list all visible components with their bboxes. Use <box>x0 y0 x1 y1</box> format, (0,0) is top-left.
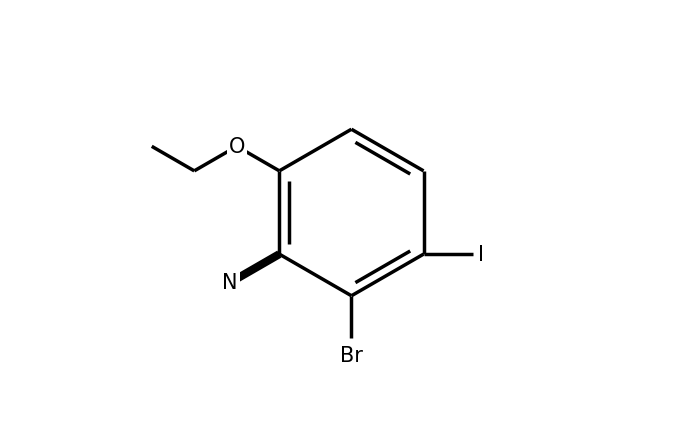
Text: O: O <box>229 137 245 157</box>
Text: N: N <box>223 273 238 293</box>
Text: Br: Br <box>340 345 363 366</box>
Text: I: I <box>479 245 484 265</box>
